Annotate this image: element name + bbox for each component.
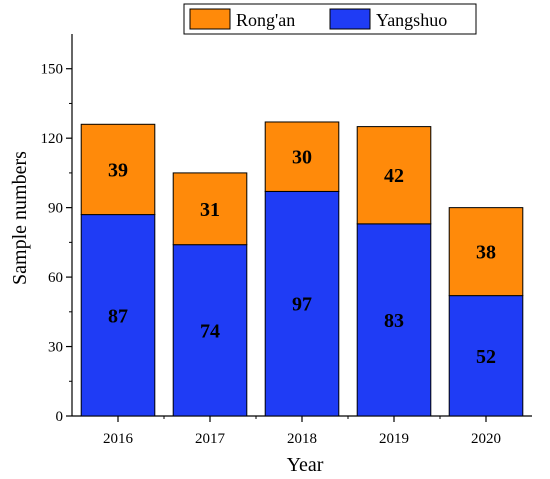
x-tick-label: 2020 bbox=[471, 431, 501, 447]
y-tick-label: 30 bbox=[48, 340, 63, 356]
y-axis-title: Sample numbers bbox=[9, 151, 31, 285]
bar-rongan-2016 bbox=[80, 123, 156, 216]
data-label: 83 bbox=[384, 310, 404, 332]
legend-label: Rong'an bbox=[236, 10, 295, 30]
y-tick-label: 120 bbox=[41, 131, 64, 147]
bar-yangshuo-2020 bbox=[448, 295, 524, 417]
bar-rongan-2019 bbox=[356, 126, 432, 225]
bar-yangshuo-2017 bbox=[172, 244, 248, 417]
x-axis-title: Year bbox=[287, 454, 324, 476]
legend-swatch bbox=[189, 8, 231, 30]
y-tick-label: 0 bbox=[56, 409, 64, 425]
x-tick-label: 2017 bbox=[195, 431, 226, 447]
bars bbox=[80, 121, 524, 417]
data-label: 74 bbox=[200, 320, 220, 342]
y-tick-label: 60 bbox=[48, 270, 63, 286]
data-label: 30 bbox=[292, 147, 312, 169]
legend-swatch bbox=[329, 8, 371, 30]
bar-yangshuo-2018 bbox=[264, 190, 340, 417]
data-label: 42 bbox=[384, 165, 404, 187]
x-tick-labels: 2016 2017 2018 2019 2020 bbox=[103, 431, 501, 447]
bar-yangshuo-2019 bbox=[356, 223, 432, 417]
y-tick-label: 150 bbox=[41, 62, 64, 78]
data-label: 39 bbox=[108, 159, 128, 181]
legend-label: Yangshuo bbox=[376, 10, 447, 30]
data-label: 87 bbox=[108, 305, 128, 327]
bar-rongan-2018 bbox=[264, 121, 340, 192]
x-tick-label: 2016 bbox=[103, 431, 134, 447]
data-labels: 87 39 74 31 97 30 83 42 52 38 bbox=[108, 147, 496, 368]
bar-yangshuo-2016 bbox=[80, 214, 156, 417]
data-label: 31 bbox=[200, 199, 220, 221]
data-label: 38 bbox=[476, 242, 496, 264]
x-tick-label: 2018 bbox=[287, 431, 317, 447]
data-label: 52 bbox=[476, 346, 496, 368]
bar-rongan-2020 bbox=[448, 207, 524, 297]
y-tick-label: 90 bbox=[48, 201, 63, 217]
data-label: 97 bbox=[292, 294, 312, 316]
bar-rongan-2017 bbox=[172, 172, 248, 246]
x-tick-label: 2019 bbox=[379, 431, 409, 447]
y-tick-labels: 0 30 60 90 120 150 bbox=[41, 62, 64, 425]
legend: Rong'an Yangshuo bbox=[183, 3, 477, 35]
